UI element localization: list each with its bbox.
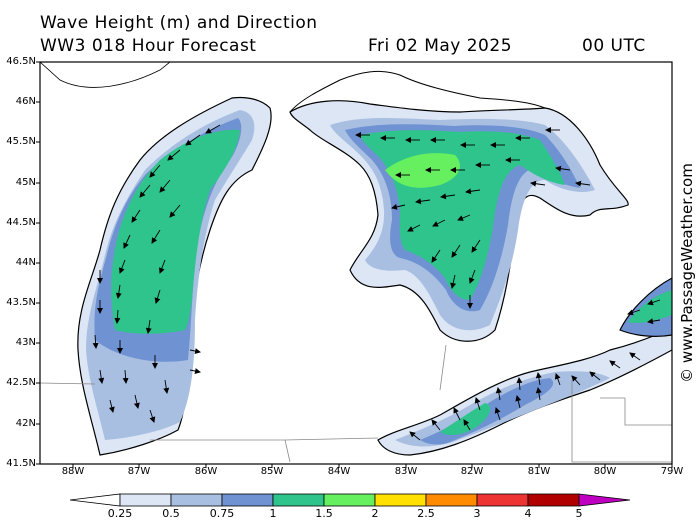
lon-label: 80W <box>593 466 617 477</box>
colorbar-tick: 2 <box>371 507 379 520</box>
lake-michigan-band-4 <box>111 129 241 334</box>
colorbar-tick: 0.5 <box>162 507 180 520</box>
lat-label: 43N <box>15 337 36 348</box>
forecast-date: Fri 02 May 2025 <box>368 36 513 56</box>
colorbar-tick: 1.5 <box>315 507 333 520</box>
colorbar-tick: 3 <box>473 507 481 520</box>
colorbar-tick: 1 <box>269 507 277 520</box>
state-border <box>40 344 672 463</box>
lat-label: 42N <box>15 418 36 429</box>
colorbar-tick: 0.75 <box>209 507 235 520</box>
lon-label: 81W <box>527 466 551 477</box>
lon-label: 84W <box>327 466 351 477</box>
colorbar-tick: 2.5 <box>417 507 435 520</box>
lat-label: 45.5N <box>6 136 36 147</box>
lon-label: 79W <box>660 466 684 477</box>
lat-label: 44N <box>15 257 36 268</box>
lon-label: 86W <box>194 466 218 477</box>
colorbar-tick: 5 <box>575 507 583 520</box>
lon-label: 82W <box>460 466 484 477</box>
lat-label: 45N <box>15 177 36 188</box>
colorbar-tick: 0.25 <box>107 507 133 520</box>
lat-label: 42.5N <box>6 377 36 388</box>
lake-huron-band-5 <box>385 153 460 188</box>
lon-label: 85W <box>260 466 284 477</box>
lon-label: 88W <box>61 466 85 477</box>
lake-erie-band-4 <box>440 403 491 435</box>
axis-ticks <box>36 61 673 468</box>
coastline-north <box>289 70 546 113</box>
credit-text: © www.PassageWeather.com <box>678 163 696 383</box>
lake-ontario-band-4 <box>628 290 672 323</box>
forecast-time: 00 UTC <box>582 36 646 56</box>
credit-watermark: © www.PassageWeather.com <box>678 163 696 383</box>
lat-label: 46.5N <box>6 56 36 67</box>
lake-superior-edge <box>40 62 171 88</box>
wave-arrows <box>92 124 661 441</box>
colorbar <box>69 493 631 507</box>
lat-label: 44.5N <box>6 217 36 228</box>
lat-label: 46N <box>15 96 36 107</box>
lon-label: 87W <box>127 466 151 477</box>
lat-label: 41.5N <box>6 458 36 469</box>
colorbar-tick: 4 <box>524 507 532 520</box>
lat-label: 43.5N <box>6 297 36 308</box>
forecast-label: WW3 018 Hour Forecast <box>40 36 257 56</box>
chart-title: Wave Height (m) and Direction <box>40 13 318 33</box>
lon-label: 83W <box>394 466 418 477</box>
